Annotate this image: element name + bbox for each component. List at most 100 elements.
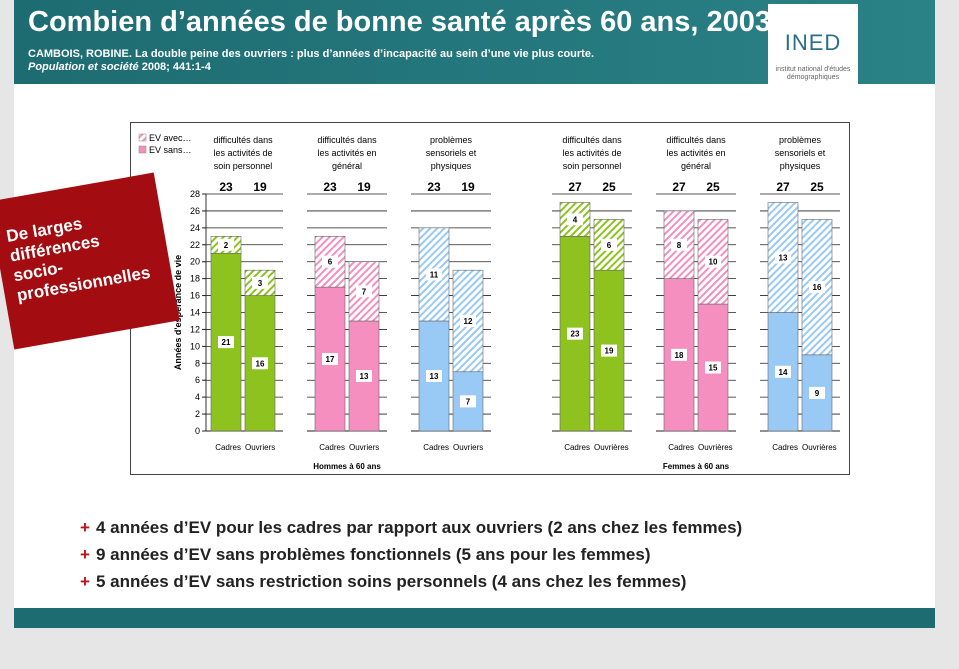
x-tick-label: Ouvrières	[802, 443, 837, 452]
value-label: 2	[224, 241, 229, 250]
panel-title: les activités en	[317, 148, 376, 158]
value-label: 7	[362, 287, 367, 296]
legend-label: EV sans…	[149, 145, 192, 155]
value-label-bg	[671, 238, 687, 251]
y-tick-label: 0	[195, 426, 200, 436]
total-label: 27	[776, 180, 790, 194]
value-label: 8	[677, 241, 682, 250]
group-label: Femmes à 60 ans	[663, 462, 730, 471]
bullet-marker: +	[80, 572, 90, 591]
citation: CAMBOIS, ROBINE. La double peine des ouv…	[28, 48, 594, 74]
value-label-bg	[775, 365, 791, 378]
y-tick-label: 18	[190, 274, 200, 284]
citation-text: CAMBOIS, ROBINE. La double peine des ouv…	[28, 48, 595, 60]
panel-title: difficultés dans	[666, 135, 726, 145]
bullet-marker: +	[80, 518, 90, 537]
panel-title: sensoriels et	[426, 148, 477, 158]
value-label-bg	[426, 369, 442, 382]
value-label-bg	[356, 285, 372, 298]
value-label: 21	[222, 338, 231, 347]
total-label: 19	[357, 180, 371, 194]
title: Combien d’années de bonne santé après 60…	[28, 6, 771, 38]
value-label: 12	[464, 317, 473, 326]
x-tick-label: Ouvriers	[245, 443, 275, 452]
y-tick-label: 2	[195, 409, 200, 419]
bar-segment	[244, 269, 276, 296]
reference: 2008; 441:1-4	[141, 61, 211, 73]
value-label: 6	[607, 241, 612, 250]
bullet-text: 4 années d’EV pour les cadres par rappor…	[95, 518, 743, 537]
y-tick-label: 14	[190, 308, 200, 318]
total-label: 25	[602, 180, 616, 194]
value-label: 13	[360, 372, 369, 381]
x-tick-label: Cadres	[772, 443, 798, 452]
y-tick-label: 12	[190, 324, 200, 334]
value-label-bg	[567, 213, 583, 226]
y-tick-label: 22	[190, 240, 200, 250]
legend-swatch	[138, 145, 147, 154]
value-label-bg	[809, 281, 825, 294]
panel-title: difficultés dans	[562, 135, 622, 145]
value-label: 9	[815, 389, 820, 398]
total-label: 27	[568, 180, 582, 194]
panel-title: physiques	[431, 161, 472, 171]
x-tick-label: Cadres	[319, 443, 345, 452]
y-tick-label: 28	[190, 189, 200, 199]
panel-title: les activités de	[562, 148, 621, 158]
panel-title: difficultés dans	[213, 135, 273, 145]
x-tick-label: Cadres	[564, 443, 590, 452]
x-tick-label: Ouvrières	[594, 443, 629, 452]
value-label: 11	[430, 270, 439, 279]
panel-title: soin personnel	[563, 161, 622, 171]
x-tick-label: Ouvrières	[698, 443, 733, 452]
value-label-bg	[460, 314, 476, 327]
y-tick-label: 8	[195, 358, 200, 368]
y-tick-label: 16	[190, 291, 200, 301]
value-label-bg	[460, 395, 476, 408]
x-tick-label: Cadres	[423, 443, 449, 452]
value-label-bg	[322, 353, 338, 366]
x-tick-label: Ouvriers	[349, 443, 379, 452]
value-label-bg	[809, 386, 825, 399]
total-label: 19	[461, 180, 475, 194]
bar-segment	[452, 269, 484, 373]
panel-title: les activités de	[213, 148, 272, 158]
bullet-text: 9 années d’EV sans problèmes fonctionnel…	[95, 545, 651, 564]
value-label: 18	[675, 351, 684, 360]
total-label: 25	[810, 180, 824, 194]
value-label-bg	[252, 357, 268, 370]
total-label: 27	[672, 180, 686, 194]
value-label: 14	[779, 368, 788, 377]
value-label-bg	[567, 327, 583, 340]
y-tick-label: 4	[195, 392, 200, 402]
panel-title: les activités en	[666, 148, 725, 158]
value-label-bg	[252, 276, 268, 289]
value-label-bg	[601, 344, 617, 357]
bullet: +4 années d’EV pour les cadres par rappo…	[80, 514, 742, 541]
journal: Population et société	[28, 61, 139, 73]
value-label: 16	[256, 359, 265, 368]
panel-title: sensoriels et	[775, 148, 826, 158]
x-tick-label: Cadres	[215, 443, 241, 452]
total-label: 23	[427, 180, 441, 194]
panel-title: problèmes	[430, 135, 473, 145]
value-label: 15	[709, 364, 718, 373]
logo: INED institut national d'études démograph…	[768, 4, 858, 84]
panel-title: soin personnel	[214, 161, 273, 171]
value-label: 4	[573, 215, 578, 224]
value-label: 3	[258, 279, 263, 288]
slide: Combien d’années de bonne santé après 60…	[0, 0, 935, 628]
legend-swatch	[138, 133, 147, 142]
value-label-bg	[705, 361, 721, 374]
value-label-bg	[218, 238, 234, 251]
value-label: 13	[430, 372, 439, 381]
total-label: 19	[253, 180, 267, 194]
bullet-text: 5 années d’EV sans restriction soins per…	[95, 572, 687, 591]
value-label: 13	[779, 253, 788, 262]
panel-title: général	[681, 161, 711, 171]
value-label: 10	[709, 258, 718, 267]
value-label: 17	[326, 355, 335, 364]
bullet: +5 années d’EV sans restriction soins pe…	[80, 568, 742, 595]
value-label-bg	[601, 238, 617, 251]
